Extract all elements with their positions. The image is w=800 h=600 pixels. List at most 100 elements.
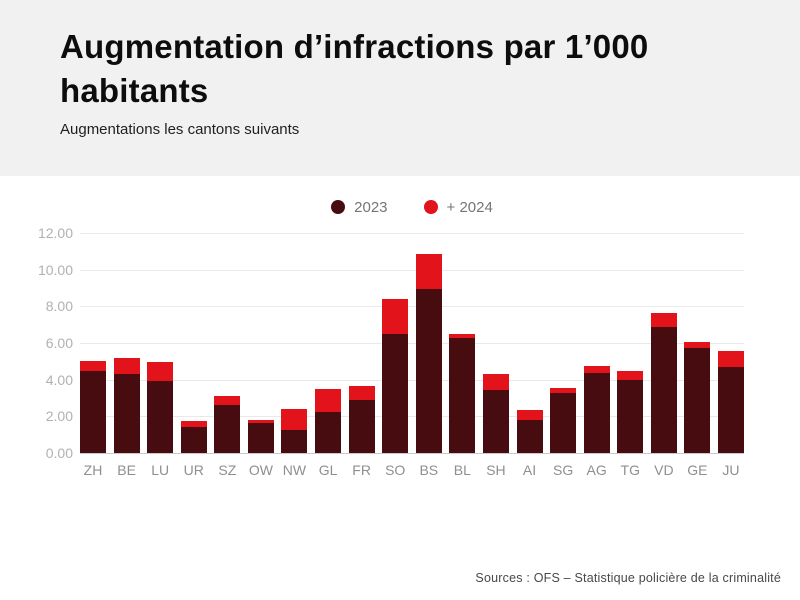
bar-segment-2023-BE: [113, 374, 140, 453]
bar-segment-2023-SG: [550, 393, 577, 453]
page-title: Augmentation d’infractions par 1’000 hab…: [60, 28, 649, 109]
bar-segment-2024-FR: [348, 386, 375, 400]
x-label-BL: BL: [453, 462, 471, 478]
bar-segment-2024-NW: [281, 409, 308, 431]
bar-group-GL: GL: [315, 233, 342, 478]
bar-group-UR: UR: [180, 233, 207, 478]
bar-segment-2024-SG: [550, 387, 577, 394]
bar-group-FR: FR: [348, 233, 375, 478]
x-label-SG: SG: [552, 462, 574, 478]
bar-segment-2024-ZH: [80, 361, 106, 371]
bar-segment-2024-SO: [382, 299, 409, 334]
bars-container: ZH BE LU UR SZ OW NW GL FR SO BS BL SH AI SG AG TG VD GE JU: [80, 233, 744, 478]
x-label-LU: LU: [151, 462, 170, 478]
x-label-VD: VD: [654, 462, 674, 478]
bar-group-SH: SH: [482, 233, 509, 478]
legend-dot-2023-icon: [331, 200, 346, 214]
legend-item-2023: 2023: [331, 198, 388, 216]
bar-segment-2023-VD: [650, 326, 677, 453]
bar-group-LU: LU: [147, 233, 174, 478]
bar-segment-2023-BL: [449, 338, 476, 453]
gridline-12.00: [80, 233, 744, 234]
bar-segment-2023-UR: [180, 427, 207, 453]
x-label-ZH: ZH: [83, 462, 103, 478]
bar-segment-2023-GL: [315, 411, 342, 453]
bar-segment-2024-OW: [247, 420, 274, 423]
bar-group-AG: AG: [583, 233, 610, 478]
gridline-10.00: [80, 269, 744, 271]
x-label-SO: SO: [385, 462, 406, 478]
bar-segment-2024-BE: [113, 357, 140, 375]
gridline-4.00: [80, 379, 744, 381]
bar-chart: ZH BE LU UR SZ OW NW GL FR SO BS BL SH AI SG AG TG VD GE JU…: [0, 225, 800, 478]
bar-segment-2024-BS: [415, 254, 442, 289]
plot-area: ZH BE LU UR SZ OW NW GL FR SO BS BL SH AI SG AG TG VD GE JU: [80, 233, 744, 478]
bar-segment-2023-OW: [247, 422, 274, 453]
x-label-GE: GE: [687, 462, 708, 478]
y-tick-label-6.00: 6.00: [45, 335, 73, 351]
gridline-0.00: [80, 453, 744, 454]
bar-segment-2024-SH: [482, 374, 509, 390]
bar-segment-2023-BS: [415, 288, 442, 453]
bar-segment-2024-LU: [147, 362, 174, 381]
bar-segment-2024-VD: [650, 312, 677, 327]
bar-group-VD: VD: [650, 233, 677, 478]
x-label-FR: FR: [352, 462, 371, 478]
y-tick-label-8.00: 8.00: [45, 298, 73, 315]
bar-segment-2023-TG: [617, 379, 644, 453]
x-label-BS: BS: [419, 462, 439, 478]
x-label-JU: JU: [722, 462, 740, 478]
bar-group-TG: TG: [617, 233, 644, 478]
y-tick-label-2.00: 2.00: [45, 408, 73, 425]
bar-segment-2023-LU: [147, 380, 174, 453]
x-label-AI: AI: [522, 462, 537, 478]
bar-group-SZ: SZ: [214, 233, 241, 478]
x-label-UR: UR: [183, 462, 204, 478]
bar-group-GE: GE: [684, 233, 711, 478]
gridline-8.00: [80, 306, 744, 308]
legend-label-2024: + 2024: [446, 198, 493, 216]
bar-segment-2024-JU: [717, 351, 744, 367]
bar-segment-2023-SZ: [214, 405, 241, 453]
y-tick-label-10.00: 10.00: [37, 261, 73, 278]
chart-legend: 2023 + 2024: [80, 197, 744, 217]
bar-group-SO: SO: [382, 233, 409, 478]
bar-group-SG: SG: [550, 233, 577, 478]
bar-segment-2023-JU: [717, 366, 744, 453]
bar-segment-2023-GE: [684, 347, 711, 453]
bar-segment-2024-GL: [315, 388, 342, 412]
bar-group-JU: JU: [717, 233, 744, 478]
bar-segment-2023-AG: [583, 373, 610, 453]
bar-segment-2024-AG: [583, 365, 610, 374]
bar-segment-2024-GE: [684, 342, 711, 348]
y-tick-label-0.00: 0.00: [45, 445, 73, 461]
y-tick-label-12.00: 12.00: [37, 225, 73, 241]
bar-segment-2024-AI: [516, 409, 543, 420]
bar-segment-2023-FR: [348, 399, 375, 453]
page-subtitle: Augmentations les cantons suivants: [60, 121, 300, 138]
bar-segment-2023-NW: [281, 430, 308, 453]
bar-group-NW: NW: [281, 233, 308, 478]
bar-segment-2023-SO: [382, 333, 409, 453]
bar-segment-2024-TG: [617, 370, 644, 380]
x-label-AG: AG: [586, 462, 607, 478]
gridline-2.00: [80, 416, 744, 418]
header-band: [0, 0, 800, 176]
bar-segment-2024-SZ: [214, 396, 241, 406]
bar-group-BS: BS: [415, 233, 442, 478]
x-label-GL: GL: [318, 462, 338, 478]
bar-segment-2024-BL: [449, 333, 476, 339]
x-label-NW: NW: [282, 462, 307, 478]
bar-group-OW: OW: [247, 233, 274, 478]
bar-group-AI: AI: [516, 233, 543, 478]
bar-group-BE: BE: [113, 233, 140, 478]
y-tick-label-4.00: 4.00: [45, 371, 73, 388]
bar-segment-2023-ZH: [80, 370, 106, 453]
legend-label-2023: 2023: [354, 198, 388, 216]
bar-segment-2024-UR: [180, 420, 207, 428]
x-label-SH: SH: [486, 462, 506, 478]
bar-segment-2023-SH: [482, 389, 509, 453]
bar-segment-2023-AI: [516, 420, 543, 453]
legend-item-2024: + 2024: [423, 198, 493, 216]
gridline-6.00: [80, 343, 744, 344]
